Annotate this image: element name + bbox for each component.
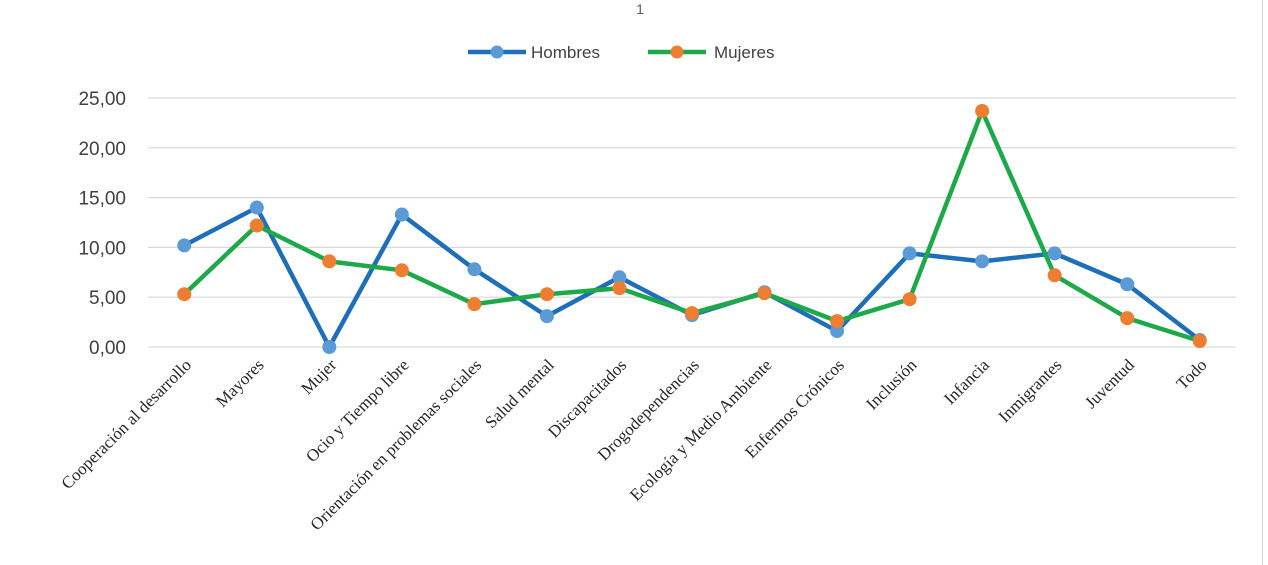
legend-item-hombres: Hombres (468, 43, 600, 62)
data-point (685, 306, 699, 321)
data-point (539, 287, 554, 302)
data-point (322, 340, 337, 354)
data-point (757, 286, 772, 301)
legend-marker (490, 45, 504, 59)
data-point (1192, 334, 1207, 349)
x-tick-label: Infancia (940, 355, 993, 408)
x-tick-label: Mujer (297, 355, 340, 398)
series-layer (177, 103, 1207, 354)
data-point (177, 287, 192, 302)
data-point (830, 324, 845, 339)
x-tick-label: Cooperación al desarrollo (57, 355, 195, 493)
y-tick-label: 25,00 (78, 89, 126, 110)
data-point (1120, 311, 1135, 326)
x-tick-label: Inclusión (862, 355, 921, 414)
legend-item-mujeres: Mujeres (648, 43, 774, 62)
data-point (902, 246, 917, 261)
data-point (467, 297, 482, 312)
y-tick-label: 20,00 (78, 139, 126, 160)
data-point (902, 292, 917, 307)
legend-label: Mujeres (714, 43, 774, 62)
y-tick-label: 5,00 (89, 288, 126, 309)
x-tick-label: Ecología y Medio Ambiente (626, 355, 775, 504)
data-point (975, 103, 990, 118)
data-point (1047, 268, 1062, 283)
data-point (1047, 246, 1062, 261)
data-point (830, 314, 845, 329)
x-axis-ticks: Cooperación al desarrollo Mayores MujerOci… (57, 355, 1210, 534)
chart-title: 1 (636, 1, 644, 17)
y-tick-label: 10,00 (78, 238, 126, 259)
x-tick-label: Salud mental (481, 355, 558, 432)
data-point (322, 254, 337, 269)
legend: Hombres Mujeres (468, 43, 774, 62)
data-point (1120, 277, 1135, 292)
data-point (249, 200, 264, 215)
chart-border (1262, 0, 1263, 565)
data-point (975, 254, 990, 269)
y-axis-ticks: 0,00 5,00 10,00 15,00 20,00 25,00 (78, 89, 126, 359)
series-hombres (182, 205, 1202, 350)
x-tick-label: Todo (1173, 355, 1211, 393)
data-point (394, 207, 409, 222)
x-tick-label: Inmigrantes (995, 355, 1066, 426)
data-point (467, 262, 482, 277)
data-point (394, 263, 409, 278)
legend-marker (670, 45, 684, 59)
series-markers-mujeres (177, 103, 1207, 349)
y-tick-label: 15,00 (78, 189, 126, 210)
data-point (177, 238, 192, 253)
x-tick-label: Mayores (212, 355, 267, 410)
x-tick-label: Juventud (1081, 355, 1138, 412)
legend-label: Hombres (531, 43, 600, 62)
data-point (249, 218, 264, 233)
series-line (182, 205, 1202, 350)
data-point (612, 281, 627, 296)
y-tick-label: 0,00 (89, 338, 126, 359)
data-point (539, 309, 554, 324)
data-point (612, 270, 627, 285)
